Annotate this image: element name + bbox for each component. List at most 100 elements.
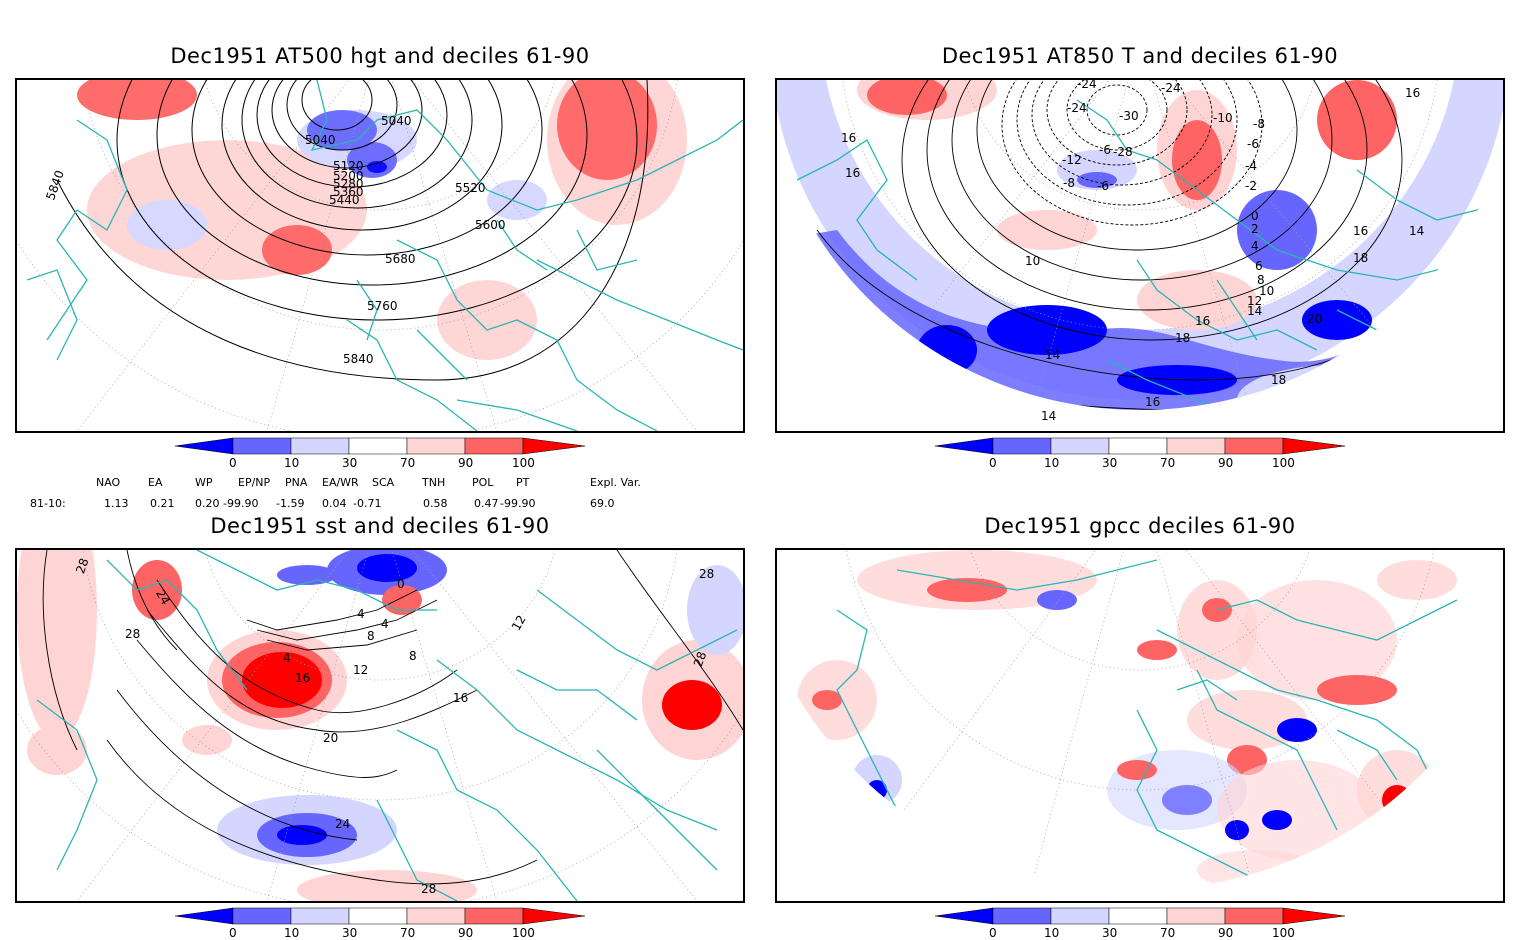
contour-label: 24 bbox=[153, 587, 173, 607]
contour-label: 24 bbox=[335, 817, 350, 831]
contour-label: 16 bbox=[1353, 224, 1368, 238]
colorbar-tick: 100 bbox=[1272, 456, 1295, 470]
contour-label: 10 bbox=[1259, 284, 1274, 298]
colorbar-tick: 90 bbox=[458, 926, 473, 940]
contour-label: -6 bbox=[1097, 179, 1109, 193]
colorbar-tick: 10 bbox=[284, 926, 299, 940]
colorbar-tick: 90 bbox=[1218, 926, 1233, 940]
contour-label: -24 bbox=[1077, 80, 1097, 91]
contour-label: 0 bbox=[1251, 209, 1259, 223]
index-value: 0.21 bbox=[150, 497, 175, 510]
index-name: POL bbox=[472, 476, 494, 489]
colorbar-tick: 0 bbox=[229, 456, 237, 470]
index-name: PT bbox=[516, 476, 530, 489]
contour-label: -8 bbox=[1253, 117, 1265, 131]
colorbar-tick: 0 bbox=[989, 926, 997, 940]
contour-label: 16 bbox=[1405, 86, 1420, 100]
contour-label: 4 bbox=[381, 617, 389, 631]
coastlines bbox=[836, 559, 1458, 890]
colorbar-tick: 100 bbox=[512, 456, 535, 470]
colorbar-tick: 30 bbox=[1102, 926, 1117, 940]
contour-label: 18 bbox=[1175, 331, 1190, 345]
contour-label: -10 bbox=[1213, 111, 1233, 125]
index-name: EP/NP bbox=[238, 476, 271, 489]
index-name: EA/WR bbox=[322, 476, 359, 489]
index-value: 0.47 bbox=[474, 497, 499, 510]
graticule bbox=[17, 80, 743, 431]
map-panel-t850: -24 -24 -24 -28 -30 -12 -6 -8 -6 -10 -8 … bbox=[775, 78, 1505, 433]
decile-shading bbox=[17, 550, 743, 901]
colorbar-tick: 100 bbox=[512, 926, 535, 940]
contour-label: 5360 bbox=[333, 185, 364, 199]
contour-label: -2 bbox=[1245, 179, 1257, 193]
contour-label: 5280 bbox=[333, 177, 364, 191]
contour-label: -12 bbox=[1062, 153, 1082, 167]
contour-label: 18 bbox=[1271, 373, 1286, 387]
index-name: TNH bbox=[422, 476, 446, 489]
colorbar-tick: 10 bbox=[1044, 456, 1059, 470]
index-value: 1.13 bbox=[104, 497, 129, 510]
colorbar-tick: 70 bbox=[1160, 456, 1175, 470]
index-value: -99.90 bbox=[500, 497, 536, 510]
colorbar-top-left: 0 10 30 70 90 100 bbox=[174, 437, 586, 470]
contour-label: 6 bbox=[1255, 259, 1263, 273]
colorbar-tick: 30 bbox=[342, 456, 357, 470]
colorbar-tick: 10 bbox=[1044, 926, 1059, 940]
panel-title-gpcc: Dec1951 gpcc deciles 61-90 bbox=[984, 514, 1296, 538]
contour-label: 12 bbox=[353, 663, 368, 677]
contour-label: 5040 bbox=[381, 114, 412, 128]
index-value: 69.0 bbox=[590, 497, 615, 510]
index-name: NAO bbox=[96, 476, 121, 489]
panel-title-t850: Dec1951 AT850 T and deciles 61-90 bbox=[941, 44, 1339, 68]
colorbar-bottom-left: 0 10 30 70 90 100 bbox=[174, 907, 586, 940]
map-panel-hgt: 5040 5040 5120 5200 5280 5360 5440 5520 … bbox=[15, 78, 745, 433]
index-name: Expl. Var. bbox=[590, 476, 641, 489]
index-value: 0.04 bbox=[322, 497, 347, 510]
index-value: 0.58 bbox=[423, 497, 448, 510]
colorbar-tick: 30 bbox=[1102, 456, 1117, 470]
sst-contours bbox=[42, 550, 743, 885]
colorbar-tick: 70 bbox=[400, 926, 415, 940]
index-name: WP bbox=[195, 476, 213, 489]
contour-label: 5520 bbox=[455, 181, 486, 195]
panel-title-sst: Dec1951 sst and deciles 61-90 bbox=[210, 514, 550, 538]
contour-label: 8 bbox=[1257, 273, 1265, 287]
decile-shading bbox=[797, 550, 1457, 890]
colorbar-tick: 0 bbox=[989, 456, 997, 470]
colorbar-tick: 10 bbox=[284, 456, 299, 470]
contour-label: 14 bbox=[1045, 348, 1060, 362]
contour-label: 5040 bbox=[305, 133, 336, 147]
contour-label: -4 bbox=[1245, 159, 1257, 173]
contour-label: 28 bbox=[691, 650, 709, 669]
index-value: -0.71 bbox=[353, 497, 382, 510]
index-value: -1.59 bbox=[276, 497, 305, 510]
contour-label: -28 bbox=[1113, 145, 1133, 159]
contour-label: 28 bbox=[421, 882, 436, 896]
contour-label: -6 bbox=[1099, 143, 1111, 157]
coastlines bbox=[36, 550, 738, 901]
contour-label: 16 bbox=[845, 166, 860, 180]
contour-label: 5200 bbox=[333, 169, 364, 183]
colorbar-bottom-right: 0 10 30 70 90 100 bbox=[934, 907, 1346, 940]
contour-label: 28 bbox=[125, 627, 140, 641]
contour-label: 2 bbox=[1251, 222, 1259, 236]
contour-label: 16 bbox=[841, 131, 856, 145]
contour-label: 14 bbox=[1247, 304, 1262, 318]
contour-label: 5120 bbox=[333, 159, 364, 173]
contour-label: 20 bbox=[1307, 312, 1322, 326]
teleconnection-table: NAO EA WP EP/NP PNA EA/WR SCA TNH POL PT… bbox=[30, 476, 750, 510]
index-name: SCA bbox=[372, 476, 395, 489]
contour-label: 16 bbox=[1145, 395, 1160, 409]
contour-label: 5680 bbox=[385, 252, 416, 266]
contour-label: 12 bbox=[509, 613, 529, 633]
contour-label: -30 bbox=[1119, 109, 1139, 123]
contour-label: 20 bbox=[323, 731, 338, 745]
colorbar-tick: 90 bbox=[458, 456, 473, 470]
contour-label: -6 bbox=[1247, 137, 1259, 151]
row-label: 81-10: bbox=[30, 497, 66, 510]
contour-label: 8 bbox=[409, 649, 417, 663]
colorbar-tick: 30 bbox=[342, 926, 357, 940]
graticule bbox=[17, 550, 743, 901]
contour-label: 5840 bbox=[343, 352, 374, 366]
contour-label: 8 bbox=[367, 629, 375, 643]
